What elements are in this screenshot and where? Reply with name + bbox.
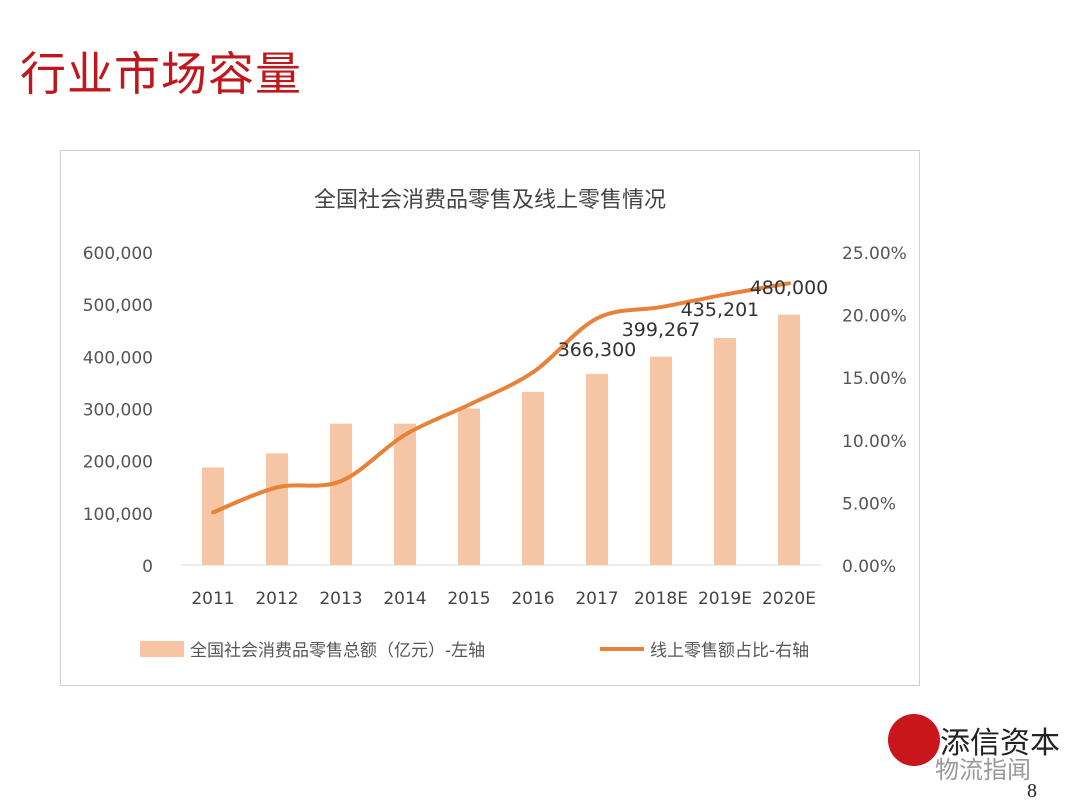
page-number: 8 bbox=[1027, 780, 1037, 802]
bar-2016 bbox=[522, 391, 544, 565]
bar-2015 bbox=[458, 408, 480, 565]
left-tick-label: 100,000 bbox=[83, 505, 153, 525]
brand-name: 添信资本 bbox=[940, 726, 1060, 761]
right-tick-label: 15.00% bbox=[842, 369, 907, 389]
bar-2017 bbox=[586, 373, 608, 565]
left-tick-label: 200,000 bbox=[83, 453, 153, 473]
left-tick-label: 300,000 bbox=[83, 401, 153, 421]
left-tick-label: 0 bbox=[142, 557, 153, 577]
chart-title: 全国社会消费品零售及线上零售情况 bbox=[314, 188, 666, 213]
bar-2018E bbox=[650, 356, 672, 565]
bar-2019E bbox=[714, 337, 736, 565]
slide-title: 行业市场容量 bbox=[20, 47, 302, 101]
chart-frame bbox=[60, 150, 920, 686]
left-tick-label: 500,000 bbox=[83, 296, 153, 316]
right-tick-label: 5.00% bbox=[842, 494, 896, 514]
bar-data-label: 435,201 bbox=[681, 299, 760, 321]
brand-logo bbox=[888, 714, 940, 766]
bar-2014 bbox=[394, 423, 416, 565]
x-tick-label: 2017 bbox=[575, 589, 618, 609]
bar-2012 bbox=[266, 453, 288, 565]
legend-bar-label: 全国社会消费品零售总额（亿元）-左轴 bbox=[190, 641, 485, 661]
right-tick-label: 20.00% bbox=[842, 307, 907, 327]
legend-line-label: 线上零售额占比-右轴 bbox=[650, 641, 809, 661]
bar-data-label: 366,300 bbox=[558, 339, 637, 361]
x-tick-label: 2013 bbox=[319, 589, 362, 609]
right-tick-label: 25.00% bbox=[842, 244, 907, 264]
left-tick-label: 400,000 bbox=[83, 348, 153, 368]
x-tick-label: 2014 bbox=[383, 589, 426, 609]
x-tick-label: 2019E bbox=[698, 589, 752, 609]
bar-2013 bbox=[330, 423, 352, 565]
right-tick-label: 10.00% bbox=[842, 432, 907, 452]
x-tick-label: 2015 bbox=[447, 589, 490, 609]
legend-bar-swatch bbox=[140, 641, 184, 657]
bar-2011 bbox=[202, 467, 224, 565]
line-online-share bbox=[211, 281, 791, 515]
watermark: 物流指闻 bbox=[935, 756, 1031, 784]
x-tick-label: 2016 bbox=[511, 589, 554, 609]
x-tick-label: 2012 bbox=[255, 589, 298, 609]
left-tick-label: 600,000 bbox=[83, 244, 153, 264]
bar-data-label: 480,000 bbox=[750, 277, 829, 299]
bar-2020E bbox=[778, 314, 800, 565]
bar-data-label: 399,267 bbox=[622, 319, 701, 341]
x-tick-label: 2020E bbox=[762, 589, 816, 609]
x-tick-label: 2011 bbox=[191, 589, 234, 609]
right-tick-label: 0.00% bbox=[842, 557, 896, 577]
x-tick-label: 2018E bbox=[634, 589, 688, 609]
